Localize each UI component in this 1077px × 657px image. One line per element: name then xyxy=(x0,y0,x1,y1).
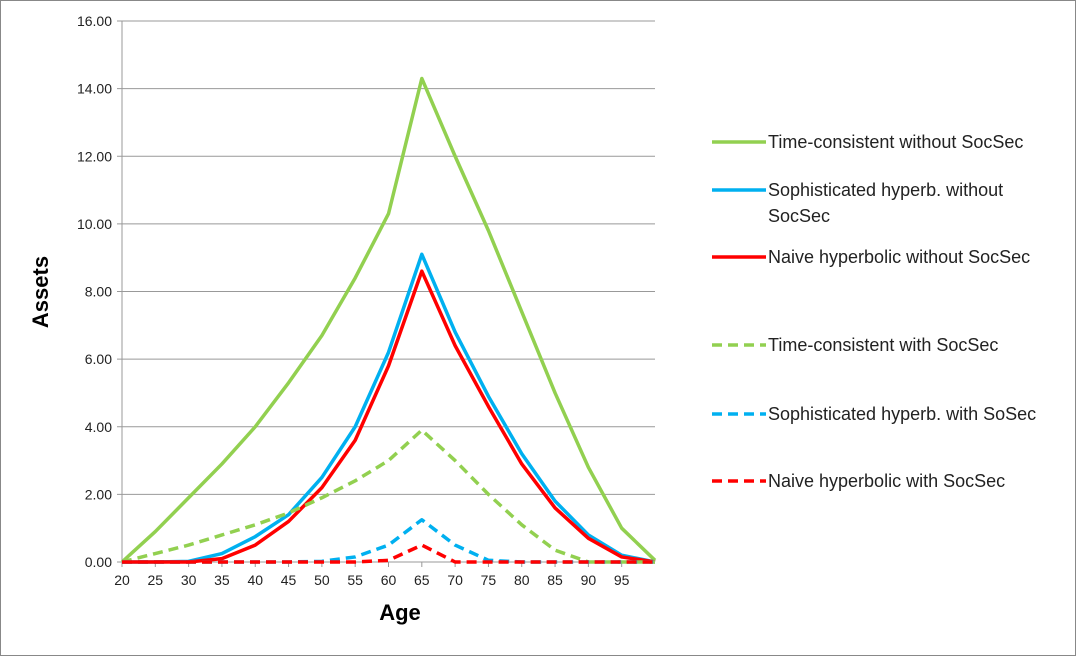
x-tick-label: 60 xyxy=(381,572,397,588)
y-tick-label: 10.00 xyxy=(77,216,112,232)
legend-swatch xyxy=(712,412,766,416)
legend-item: Time-consistent without SocSec xyxy=(712,129,1058,155)
legend-item: Sophisticated hyperb. without SocSec xyxy=(712,177,1058,229)
legend-swatch xyxy=(712,479,766,483)
x-axis-title: Age xyxy=(379,600,421,625)
x-tick-label: 55 xyxy=(347,572,363,588)
x-tick-label: 45 xyxy=(281,572,297,588)
x-tick-label: 50 xyxy=(314,572,330,588)
y-tick-label: 16.00 xyxy=(77,13,112,29)
x-tick-label: 40 xyxy=(247,572,263,588)
y-tick-label: 0.00 xyxy=(85,554,112,570)
x-tick-label: 25 xyxy=(148,572,164,588)
y-tick-label: 12.00 xyxy=(77,148,112,164)
legend-label: Sophisticated hyperb. without SocSec xyxy=(768,180,1004,226)
legend-label: Sophisticated hyperb. with SoSec xyxy=(768,404,1037,424)
y-tick-label: 4.00 xyxy=(85,419,112,435)
x-tick-label: 80 xyxy=(514,572,530,588)
legend: Time-consistent without SocSec Sophistica… xyxy=(712,0,1072,657)
x-tick-label: 20 xyxy=(114,572,130,588)
x-tick-label: 90 xyxy=(581,572,597,588)
series-line xyxy=(122,543,655,564)
y-tick-label: 2.00 xyxy=(85,486,112,502)
y-tick-label: 8.00 xyxy=(85,284,112,300)
legend-label: Time-consistent with SocSec xyxy=(768,335,999,355)
legend-label: Naive hyperbolic with SocSec xyxy=(768,471,1006,491)
y-axis-title: Assets xyxy=(28,256,53,328)
x-tick-label: 75 xyxy=(481,572,497,588)
series-line xyxy=(122,252,656,564)
x-tick-label: 85 xyxy=(547,572,563,588)
legend-item: Time-consistent with SocSec xyxy=(712,332,1058,358)
legend-swatch xyxy=(712,188,766,192)
x-tick-label: 70 xyxy=(447,572,463,588)
legend-label: Time-consistent without SocSec xyxy=(768,132,1024,152)
legend-swatch xyxy=(712,140,766,144)
x-tick-label: 95 xyxy=(614,572,630,588)
legend-swatch xyxy=(712,343,766,347)
y-tick-label: 14.00 xyxy=(77,81,112,97)
legend-item: Sophisticated hyperb. with SoSec xyxy=(712,401,1058,427)
legend-item: Naive hyperbolic without SocSec xyxy=(712,244,1058,270)
legend-label: Naive hyperbolic without SocSec xyxy=(768,247,1031,267)
y-tick-label: 6.00 xyxy=(85,351,112,367)
series-line xyxy=(122,269,656,564)
legend-item: Naive hyperbolic with SocSec xyxy=(712,468,1058,494)
x-tick-label: 35 xyxy=(214,572,230,588)
x-tick-label: 30 xyxy=(181,572,197,588)
legend-swatch xyxy=(712,255,766,259)
series-line xyxy=(120,76,657,564)
x-tick-label: 65 xyxy=(414,572,430,588)
